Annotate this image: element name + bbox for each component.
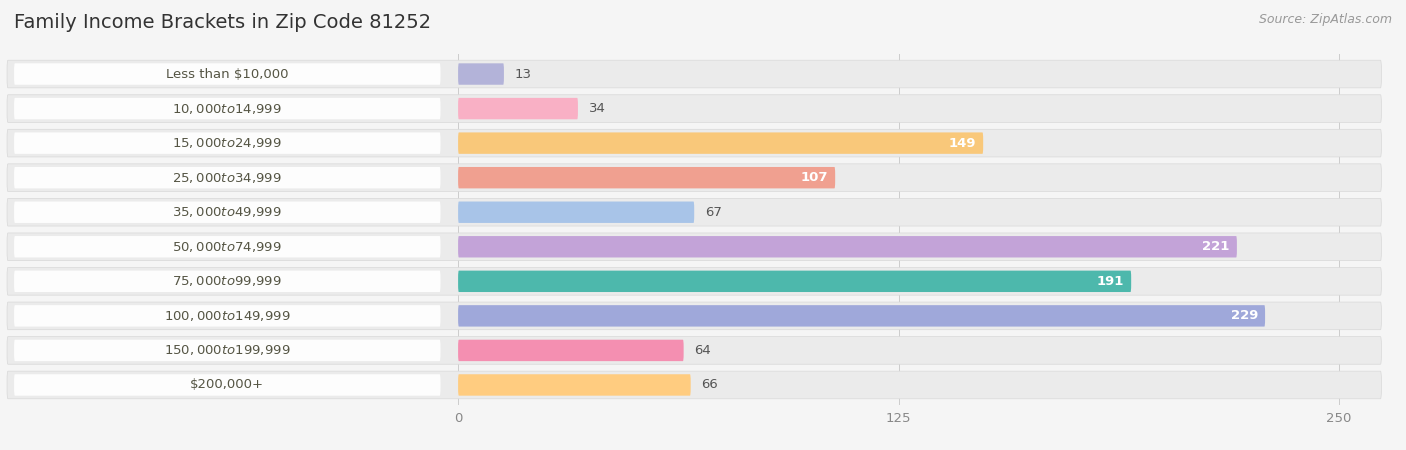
Text: 64: 64 xyxy=(695,344,711,357)
FancyBboxPatch shape xyxy=(458,98,578,119)
Text: 67: 67 xyxy=(704,206,721,219)
FancyBboxPatch shape xyxy=(14,270,440,292)
Text: Source: ZipAtlas.com: Source: ZipAtlas.com xyxy=(1258,14,1392,27)
Text: $75,000 to $99,999: $75,000 to $99,999 xyxy=(173,274,283,288)
FancyBboxPatch shape xyxy=(7,267,1381,295)
FancyBboxPatch shape xyxy=(14,202,440,223)
Text: $150,000 to $199,999: $150,000 to $199,999 xyxy=(165,343,291,357)
FancyBboxPatch shape xyxy=(458,340,683,361)
FancyBboxPatch shape xyxy=(14,374,440,396)
Text: 191: 191 xyxy=(1097,275,1125,288)
FancyBboxPatch shape xyxy=(7,337,1381,364)
FancyBboxPatch shape xyxy=(7,302,1381,330)
FancyBboxPatch shape xyxy=(14,340,440,361)
Text: $100,000 to $149,999: $100,000 to $149,999 xyxy=(165,309,291,323)
Text: $25,000 to $34,999: $25,000 to $34,999 xyxy=(173,171,283,184)
FancyBboxPatch shape xyxy=(7,198,1381,226)
Text: 221: 221 xyxy=(1202,240,1230,253)
Text: 107: 107 xyxy=(800,171,828,184)
FancyBboxPatch shape xyxy=(7,164,1381,192)
FancyBboxPatch shape xyxy=(458,167,835,189)
FancyBboxPatch shape xyxy=(14,236,440,257)
FancyBboxPatch shape xyxy=(7,371,1381,399)
FancyBboxPatch shape xyxy=(14,132,440,154)
Text: $50,000 to $74,999: $50,000 to $74,999 xyxy=(173,240,283,254)
Text: $200,000+: $200,000+ xyxy=(190,378,264,392)
Text: $10,000 to $14,999: $10,000 to $14,999 xyxy=(173,102,283,116)
FancyBboxPatch shape xyxy=(14,167,440,189)
FancyBboxPatch shape xyxy=(14,305,440,327)
FancyBboxPatch shape xyxy=(14,98,440,119)
FancyBboxPatch shape xyxy=(458,374,690,396)
FancyBboxPatch shape xyxy=(458,63,503,85)
FancyBboxPatch shape xyxy=(7,95,1381,122)
FancyBboxPatch shape xyxy=(458,132,983,154)
FancyBboxPatch shape xyxy=(7,129,1381,157)
FancyBboxPatch shape xyxy=(458,270,1132,292)
FancyBboxPatch shape xyxy=(7,233,1381,261)
Text: $15,000 to $24,999: $15,000 to $24,999 xyxy=(173,136,283,150)
Text: 149: 149 xyxy=(949,137,976,150)
Text: Less than $10,000: Less than $10,000 xyxy=(166,68,288,81)
Text: 13: 13 xyxy=(515,68,531,81)
FancyBboxPatch shape xyxy=(458,202,695,223)
FancyBboxPatch shape xyxy=(458,236,1237,257)
Text: 34: 34 xyxy=(589,102,606,115)
Text: 229: 229 xyxy=(1230,309,1258,322)
Text: Family Income Brackets in Zip Code 81252: Family Income Brackets in Zip Code 81252 xyxy=(14,14,432,32)
Text: $35,000 to $49,999: $35,000 to $49,999 xyxy=(173,205,283,219)
FancyBboxPatch shape xyxy=(7,60,1381,88)
FancyBboxPatch shape xyxy=(458,305,1265,327)
Text: 66: 66 xyxy=(702,378,718,392)
FancyBboxPatch shape xyxy=(14,63,440,85)
